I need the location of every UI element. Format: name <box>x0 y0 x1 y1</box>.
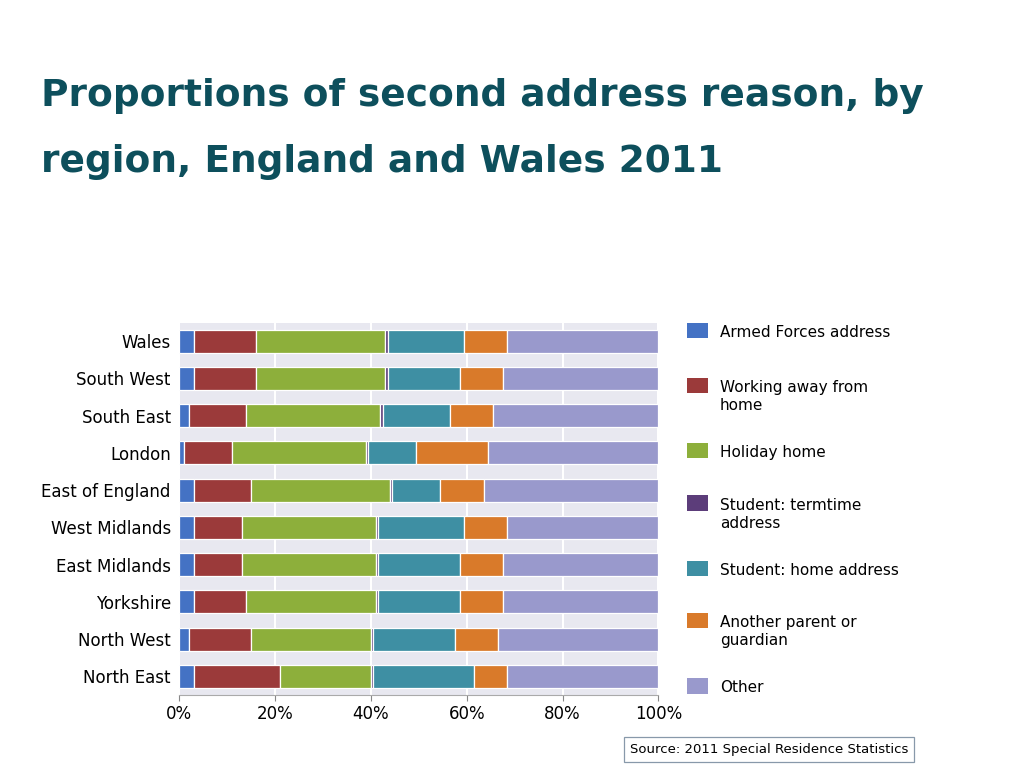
Bar <box>179 367 194 390</box>
Bar <box>179 404 188 427</box>
Text: Another parent or
guardian: Another parent or guardian <box>720 615 856 648</box>
Bar <box>194 516 242 539</box>
Bar <box>194 329 256 353</box>
Text: Student: termtime
address: Student: termtime address <box>720 498 861 531</box>
Bar <box>374 627 455 650</box>
Bar <box>179 442 184 465</box>
Bar <box>488 442 658 465</box>
Bar <box>503 367 658 390</box>
Bar <box>374 665 474 688</box>
Text: Other: Other <box>720 680 763 696</box>
Bar <box>464 516 508 539</box>
Bar <box>371 627 374 650</box>
Bar <box>194 665 280 688</box>
Bar <box>280 665 371 688</box>
Bar <box>460 553 503 576</box>
Bar <box>194 553 242 576</box>
Bar <box>184 442 231 465</box>
Bar <box>256 367 385 390</box>
Bar <box>378 553 460 576</box>
Text: ▲UCL: ▲UCL <box>900 18 986 47</box>
Bar <box>460 367 503 390</box>
Bar <box>251 627 371 650</box>
Text: Student: home address: Student: home address <box>720 563 899 578</box>
Text: Proportions of second address reason, by: Proportions of second address reason, by <box>41 78 924 114</box>
Bar <box>242 553 376 576</box>
Bar <box>179 665 194 688</box>
Bar <box>383 404 450 427</box>
Bar <box>376 553 378 576</box>
Bar <box>498 627 658 650</box>
Text: Holiday home: Holiday home <box>720 445 825 461</box>
Bar <box>392 478 440 502</box>
Bar <box>388 329 464 353</box>
Bar <box>367 442 369 465</box>
Bar <box>378 516 464 539</box>
Bar <box>460 591 503 614</box>
Text: Armed Forces address: Armed Forces address <box>720 325 890 340</box>
Bar <box>376 591 378 614</box>
Bar <box>381 404 383 427</box>
Bar <box>417 442 488 465</box>
Bar <box>369 442 417 465</box>
Bar <box>231 442 367 465</box>
Bar <box>378 591 460 614</box>
Bar <box>242 516 376 539</box>
Bar <box>179 329 194 353</box>
Bar <box>483 478 658 502</box>
Text: Working away from
home: Working away from home <box>720 380 868 413</box>
Bar <box>390 478 392 502</box>
Bar <box>376 516 378 539</box>
Bar <box>455 627 498 650</box>
Bar <box>179 591 194 614</box>
Bar <box>188 627 251 650</box>
Bar <box>508 516 658 539</box>
Bar <box>194 367 256 390</box>
Bar <box>256 329 385 353</box>
Bar <box>464 329 508 353</box>
Bar <box>474 665 508 688</box>
Bar <box>179 553 194 576</box>
Bar <box>188 404 247 427</box>
Bar <box>440 478 483 502</box>
Bar <box>194 591 247 614</box>
Bar <box>247 404 381 427</box>
Bar <box>503 591 658 614</box>
Bar <box>388 367 460 390</box>
Bar <box>508 329 658 353</box>
Bar <box>194 478 251 502</box>
Bar <box>247 591 376 614</box>
Bar <box>494 404 658 427</box>
Bar <box>385 367 388 390</box>
Bar <box>503 553 658 576</box>
Bar <box>450 404 494 427</box>
Bar <box>251 478 390 502</box>
Bar <box>179 478 194 502</box>
Bar <box>508 665 658 688</box>
Text: Source: 2011 Special Residence Statistics: Source: 2011 Special Residence Statistic… <box>630 743 908 756</box>
Bar <box>179 627 188 650</box>
Bar <box>385 329 388 353</box>
Bar <box>371 665 374 688</box>
Text: region, England and Wales 2011: region, England and Wales 2011 <box>41 144 723 180</box>
Bar <box>179 516 194 539</box>
